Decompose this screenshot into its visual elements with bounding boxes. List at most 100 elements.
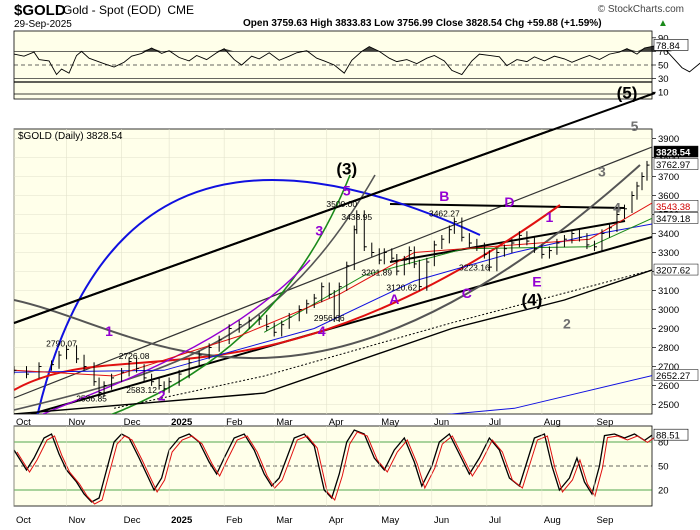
stochastic-tick-label: 50 (658, 462, 669, 473)
wave-label: E (532, 274, 541, 290)
price-label-box (653, 369, 699, 381)
x-tick-label-bottom: 2025 (171, 515, 193, 526)
rsi-overbought-fill (14, 45, 700, 52)
upper-channel-line (13, 92, 656, 324)
gray-arc-left (14, 174, 376, 411)
wave-label: 3 (315, 222, 323, 238)
wave-label: 4 (318, 323, 326, 339)
price-tick-label: 3100 (658, 286, 679, 297)
x-tick-label-top: May (381, 417, 399, 428)
price-annotation: 3500.00 (326, 199, 357, 209)
source-credit: © StockCharts.com (598, 4, 684, 15)
price-label-box (653, 158, 699, 170)
series-ma_long (14, 269, 652, 414)
x-tick-label-bottom: Nov (69, 515, 86, 526)
x-tick-label-top: Apr (329, 417, 344, 428)
rsi-tick-label: 30 (658, 74, 669, 85)
wave-label: 2 (158, 388, 166, 404)
header-date: 29-Sep-2025 (14, 19, 72, 30)
price-tick-label: 2500 (658, 400, 679, 411)
instrument-name: Gold - Spot (EOD) CME (63, 3, 194, 17)
x-tick-label-top: 2025 (171, 417, 193, 428)
price-label-box (653, 263, 699, 276)
price-tick-label: 3600 (658, 191, 679, 202)
price-label: 3207.62 (656, 266, 690, 277)
blue-arc (36, 179, 481, 414)
up-arrow-icon: ▲ (658, 18, 668, 29)
stochastic-value-box (653, 428, 689, 441)
wave-label: 1 (546, 209, 554, 225)
price-annotation: 3223.16 (459, 263, 490, 273)
price-annotation: 2583.12 (126, 385, 157, 395)
wave-label: A (389, 291, 399, 307)
wave-label: C (462, 285, 472, 301)
symbol: $GOLD (14, 2, 66, 19)
price-label-box (653, 200, 699, 212)
x-tick-label-bottom: Sep (596, 515, 613, 526)
x-tick-label-top: Dec (124, 417, 141, 428)
x-tick-label-bottom: Feb (226, 515, 242, 526)
price-tick-label: 3000 (658, 305, 679, 316)
x-tick-label-top: Feb (226, 417, 242, 428)
price-tick-label: 2600 (658, 381, 679, 392)
x-tick-label-top: Oct (16, 417, 31, 428)
wave-label: D (504, 194, 514, 210)
wave-label: 1 (105, 323, 113, 339)
stochastic-tick-label: 80 (658, 438, 669, 449)
rsi-line (13, 45, 700, 76)
price-annotation: 2956.66 (314, 313, 345, 323)
x-tick-label-top: Sep (596, 417, 613, 428)
rsi-tick-label: 50 (658, 61, 669, 72)
price-label-box (653, 145, 699, 158)
x-tick-label-bottom: Dec (124, 515, 141, 526)
price-label: 2652.27 (656, 371, 690, 382)
price-tick-label: 2900 (658, 324, 679, 335)
x-tick-label-bottom: Mar (276, 515, 292, 526)
purple-arc (41, 259, 311, 414)
x-tick-label-top: Nov (69, 417, 86, 428)
wave-label: B (439, 188, 449, 204)
price-label: 3762.97 (656, 160, 690, 171)
x-tick-label-top: Jun (434, 417, 449, 428)
x-tick-label-bottom: Jul (489, 515, 501, 526)
trend-line (14, 146, 652, 399)
series-ma_long_dotted (113, 269, 652, 409)
wave-label: (3) (336, 160, 357, 179)
price-label-box (653, 212, 699, 224)
price-annotation: 3462.27 (429, 208, 460, 218)
x-tick-label-top: Mar (276, 417, 292, 428)
price-annotation: 2726.08 (119, 351, 150, 361)
rsi-value-box (653, 39, 689, 51)
price-label: 3479.18 (656, 214, 690, 225)
x-tick-label-top: Aug (544, 417, 561, 428)
price-annotation: 2790.07 (46, 339, 77, 349)
x-tick-label-bottom: Oct (16, 515, 31, 526)
price-label: 3543.38 (656, 202, 690, 213)
x-tick-label-bottom: Aug (544, 515, 561, 526)
rsi-panel: 90 70 50 30 10 78.84 (13, 30, 700, 100)
wave-label: 4 (613, 200, 621, 216)
stochastic-tick-label: 20 (658, 486, 669, 497)
wave-label: 5 (631, 118, 639, 134)
price-tick-label: 3300 (658, 248, 679, 259)
rsi-tick-label: 10 (658, 88, 669, 99)
rsi-tick-label: 90 (658, 33, 669, 44)
price-annotation: 3201.89 (361, 267, 392, 277)
price-annotation: 2536.85 (76, 394, 107, 404)
x-tick-label-bottom: May (381, 515, 399, 526)
price-annotation: 3438.95 (341, 212, 372, 222)
price-label: 3828.54 (656, 148, 691, 159)
rsi-value-label: 78.84 (656, 41, 680, 52)
price-tick-label: 3700 (658, 172, 679, 183)
price-tick-label: 3900 (658, 134, 679, 145)
rsi-tick-label: 70 (658, 47, 669, 58)
price-annotation: 3120.62 (386, 283, 417, 293)
x-tick-label-top: Jul (489, 417, 501, 428)
price-tick-label: 2800 (658, 343, 679, 354)
series-ma_low (446, 375, 652, 414)
wave-label: 2 (563, 316, 571, 332)
wave-label: 5 (343, 183, 351, 199)
green-arc (110, 174, 351, 414)
price-tick-label: 3400 (658, 229, 679, 240)
